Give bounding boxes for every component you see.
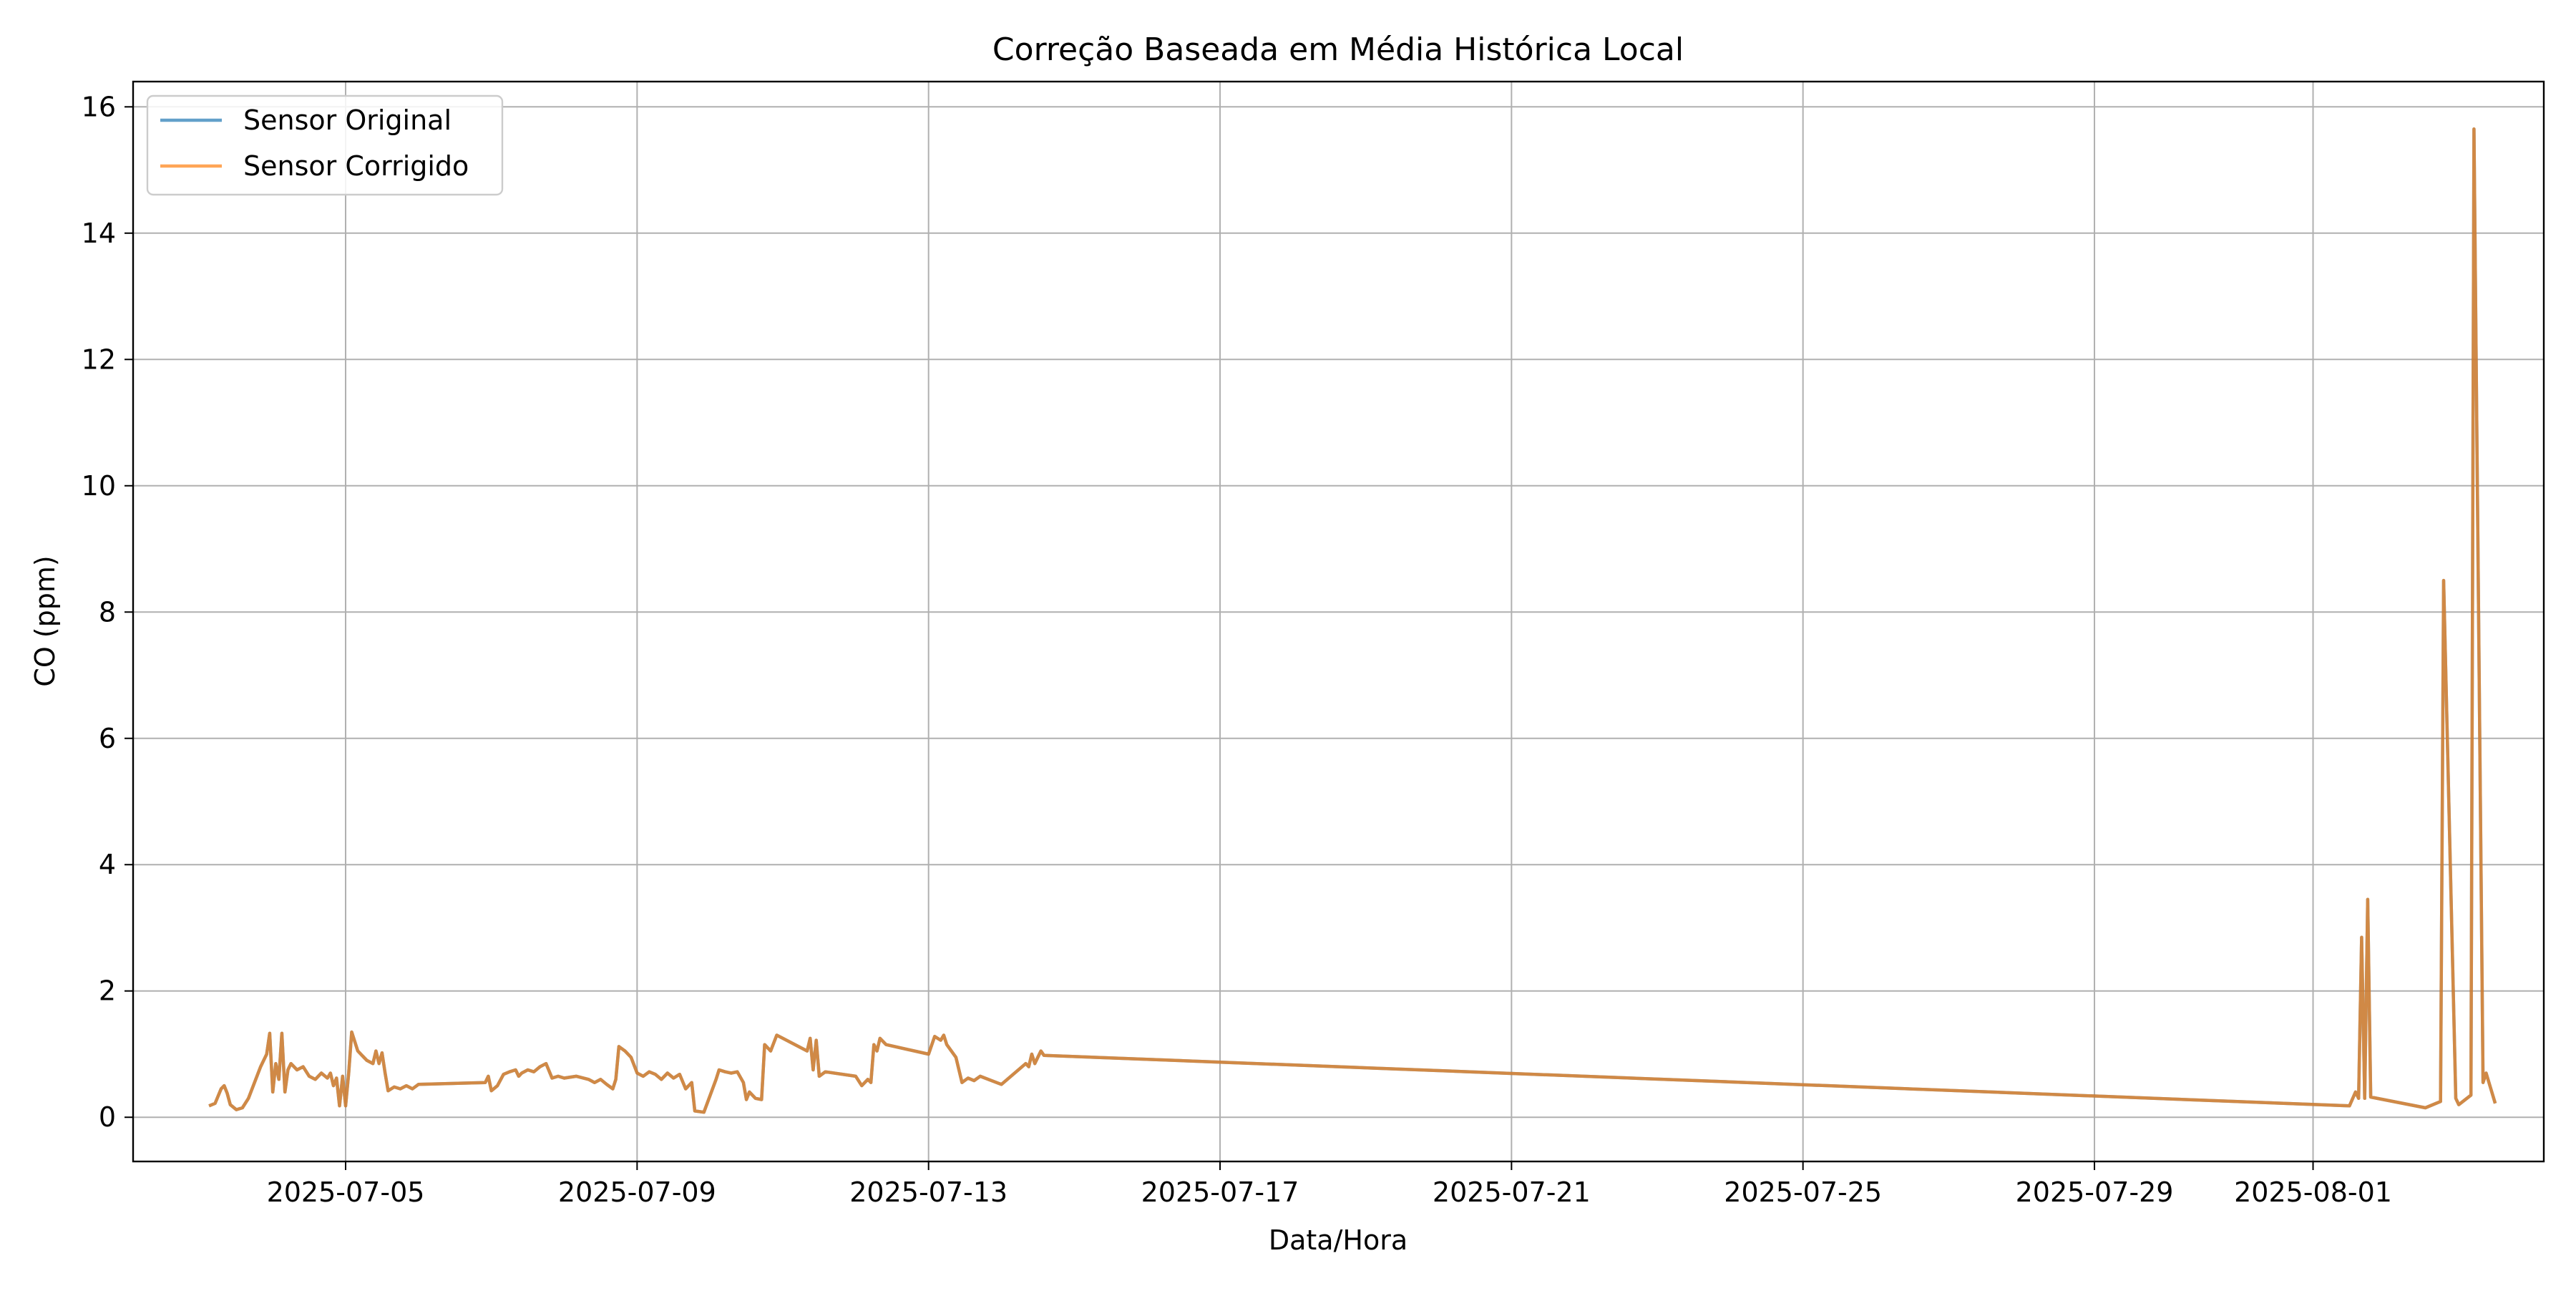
x-tick-label: 2025-07-21 bbox=[1433, 1176, 1591, 1208]
x-tick-label: 2025-08-01 bbox=[2234, 1176, 2392, 1208]
legend-label-sensor-original: Sensor Original bbox=[243, 104, 452, 136]
y-axis-label: CO (ppm) bbox=[29, 555, 61, 686]
y-tick-label: 12 bbox=[82, 344, 116, 375]
y-tick-label: 6 bbox=[99, 723, 116, 754]
plot-frame bbox=[132, 80, 2545, 1163]
y-tick-label: 2 bbox=[99, 975, 116, 1007]
y-tick-label: 10 bbox=[82, 470, 116, 502]
y-axis-ticks: 0 2 4 6 8 10 12 14 16 bbox=[82, 91, 133, 1133]
legend: Sensor Original Sensor Corrigido bbox=[146, 94, 504, 196]
legend-box bbox=[146, 94, 504, 196]
x-tick-label: 2025-07-13 bbox=[849, 1176, 1008, 1208]
series-lines bbox=[208, 127, 2497, 1114]
x-tick-label: 2025-07-17 bbox=[1141, 1176, 1299, 1208]
legend-label-sensor-corrigido: Sensor Corrigido bbox=[243, 150, 469, 182]
y-tick-label: 4 bbox=[99, 849, 116, 880]
x-axis-label: Data/Hora bbox=[1269, 1224, 1407, 1256]
x-tick-label: 2025-07-09 bbox=[558, 1176, 716, 1208]
y-tick-label: 8 bbox=[99, 596, 116, 628]
grid bbox=[133, 82, 2544, 1161]
x-tick-label: 2025-07-05 bbox=[267, 1176, 425, 1208]
chart-title: Correção Baseada em Média Histórica Loca… bbox=[992, 31, 1684, 68]
y-tick-label: 16 bbox=[82, 91, 116, 122]
y-tick-label: 0 bbox=[99, 1101, 116, 1133]
x-axis-ticks: 2025-07-05 2025-07-09 2025-07-13 2025-07-17… bbox=[267, 1161, 2392, 1208]
x-tick-label: 2025-07-29 bbox=[2016, 1176, 2174, 1208]
series-line-sensor-corrigido bbox=[208, 127, 2497, 1114]
x-tick-label: 2025-07-25 bbox=[1724, 1176, 1882, 1208]
y-tick-label: 14 bbox=[82, 218, 116, 249]
